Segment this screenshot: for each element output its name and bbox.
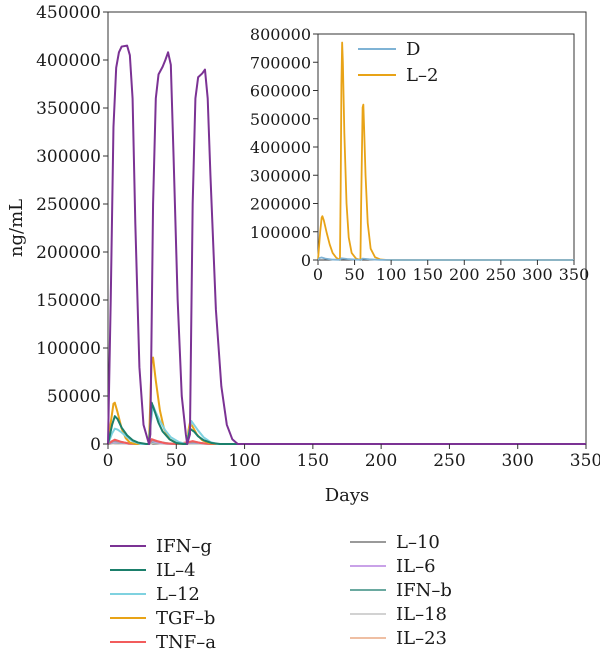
inset-x-tick-label: 150 bbox=[412, 265, 443, 284]
inset-x-tick-label: 350 bbox=[559, 265, 590, 284]
inset-y-tick-label: 0 bbox=[301, 251, 311, 270]
inset-x-tick-label: 200 bbox=[449, 265, 480, 284]
inset-plot-area bbox=[317, 33, 575, 261]
inset-y-axis: 0 100000 200000 300000 400000 500000 600000 700… bbox=[250, 25, 318, 270]
legend-label-3: TGF–b bbox=[156, 608, 215, 629]
inset-series-line-0 bbox=[317, 256, 574, 261]
inset-series-group bbox=[317, 41, 574, 261]
inset-y-tick-label: 300000 bbox=[250, 166, 311, 185]
inset-x-tick-label: 50 bbox=[344, 265, 364, 284]
inset-chart: 0 50 100 150 200 250 300 350 0 100000 200000 30000… bbox=[250, 25, 589, 284]
main-chart: 0 50 100 150 200 250 300 350 050000100000150000… bbox=[6, 3, 600, 506]
main-y-tick-label: 350000 bbox=[36, 99, 101, 119]
main-x-tick-label: 50 bbox=[165, 451, 187, 471]
main-y-tick-label: 150000 bbox=[36, 291, 101, 311]
main-x-tick-label: 100 bbox=[228, 451, 260, 471]
inset-legend-label-1: L–2 bbox=[406, 65, 438, 86]
legend-label-6: IL–6 bbox=[396, 556, 436, 577]
legend-label-0: IFN–g bbox=[156, 536, 212, 557]
inset-x-tick-label: 250 bbox=[486, 265, 517, 284]
inset-y-tick-label: 600000 bbox=[250, 82, 311, 101]
main-series-line-4 bbox=[107, 438, 586, 445]
legend-label-1: IL–4 bbox=[156, 560, 196, 581]
y-axis-label: ng/mL bbox=[6, 199, 27, 257]
main-x-tick-label: 200 bbox=[365, 451, 397, 471]
legend-label-2: L–12 bbox=[156, 584, 200, 605]
main-x-tick-label: 150 bbox=[297, 451, 329, 471]
main-y-tick-label: 400000 bbox=[36, 51, 101, 71]
inset-y-tick-label: 400000 bbox=[250, 138, 311, 157]
main-x-axis: 0 50 100 150 200 250 300 350 bbox=[103, 444, 600, 471]
inset-series-line-1 bbox=[317, 41, 574, 261]
main-y-tick-label: 200000 bbox=[36, 243, 101, 263]
inset-y-tick-label: 100000 bbox=[250, 223, 311, 242]
main-y-tick-label: 50000 bbox=[47, 387, 101, 407]
main-series-line-1 bbox=[107, 401, 586, 445]
main-series-group bbox=[107, 44, 586, 445]
main-x-tick-label: 350 bbox=[570, 451, 600, 471]
main-y-tick-label: 450000 bbox=[36, 3, 101, 23]
main-y-axis: 0 50000 100000 150000 200000 250000 300000 3500… bbox=[36, 3, 108, 455]
x-axis-label: Days bbox=[325, 485, 370, 506]
legend-label-5: L–10 bbox=[396, 532, 440, 553]
inset-y-tick-label: 200000 bbox=[250, 195, 311, 214]
inset-x-tick-label: 300 bbox=[522, 265, 553, 284]
inset-x-axis: 0 50 100 150 200 250 300 350 bbox=[313, 260, 589, 284]
inset-y-tick-label: 500000 bbox=[250, 110, 311, 129]
legend-label-9: IL–23 bbox=[396, 628, 447, 649]
inset-y-tick-label: 700000 bbox=[250, 53, 311, 72]
inset-y-tick-label: 800000 bbox=[250, 25, 311, 44]
main-x-tick-label: 0 bbox=[103, 451, 114, 471]
inset-x-tick-label: 100 bbox=[376, 265, 407, 284]
legend-label-7: IFN–b bbox=[396, 580, 452, 601]
main-y-tick-label: 100000 bbox=[36, 339, 101, 359]
inset-x-tick-label: 0 bbox=[313, 265, 323, 284]
main-x-tick-label: 250 bbox=[433, 451, 465, 471]
legend-label-8: IL–18 bbox=[396, 604, 447, 625]
legend-label-4: TNF–a bbox=[156, 632, 216, 653]
main-legend: IFN–g IL–4 L–12 TGF–b TNF–a L–10 IL–6 IFN–b IL–1… bbox=[110, 532, 452, 653]
main-y-tick-label: 300000 bbox=[36, 147, 101, 167]
main-series-line-0 bbox=[107, 44, 586, 445]
main-y-tick-label: 0 bbox=[90, 435, 101, 455]
main-series-line-3 bbox=[107, 356, 586, 445]
main-x-tick-label: 300 bbox=[501, 451, 533, 471]
main-series-line-2 bbox=[107, 404, 586, 445]
inset-legend: D L–2 bbox=[358, 39, 438, 86]
main-y-tick-label: 250000 bbox=[36, 195, 101, 215]
inset-legend-label-0: D bbox=[406, 39, 420, 60]
